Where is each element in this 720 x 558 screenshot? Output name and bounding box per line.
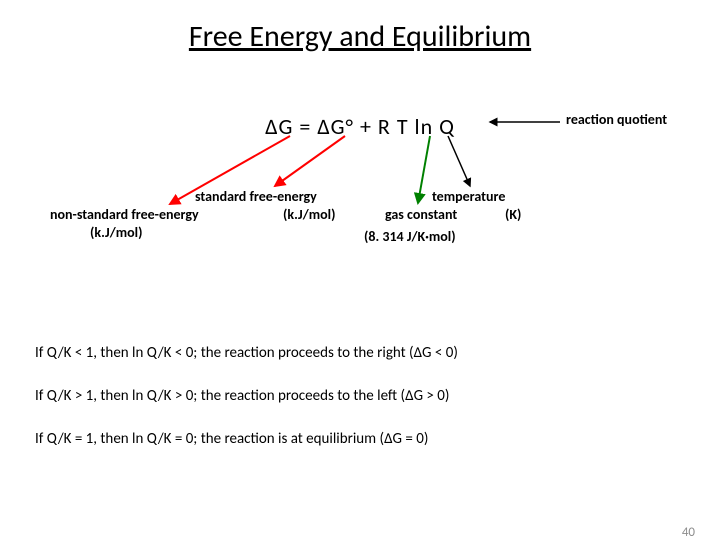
label-temperature: temperature — [432, 189, 505, 206]
label-std-free-energy: standard free-energy — [195, 189, 317, 206]
label-std-unit: (k.J/mol) — [283, 207, 335, 224]
page-number: 40 — [682, 525, 695, 540]
label-reaction-quotient: reaction quotient — [566, 112, 667, 129]
condition-1: If Q/K < 1, then ln Q/K < 0; the reactio… — [35, 343, 458, 364]
condition-3: If Q/K = 1, then ln Q/K = 0; the reactio… — [35, 429, 458, 450]
label-nonstd-unit: (k.J/mol) — [90, 225, 142, 242]
label-gas-constant: gas constant — [385, 207, 457, 224]
conditions-block: If Q/K < 1, then ln Q/K < 0; the reactio… — [35, 343, 458, 472]
arrow-gas-constant — [418, 136, 430, 203]
arrow-temperature — [448, 136, 470, 186]
condition-2: If Q/K > 1, then ln Q/K > 0; the reactio… — [35, 386, 458, 407]
slide-title: Free Energy and Equilibrium — [0, 18, 720, 55]
label-gas-constant-value: (8. 314 J/K·mol) — [364, 229, 456, 246]
equation-text: ∆G = ∆G° + R T ln Q — [265, 113, 455, 140]
arrow-std-free-energy — [275, 136, 345, 186]
label-temperature-unit: (K) — [505, 207, 521, 224]
label-nonstd-free-energy: non-standard free-energy — [50, 207, 199, 224]
